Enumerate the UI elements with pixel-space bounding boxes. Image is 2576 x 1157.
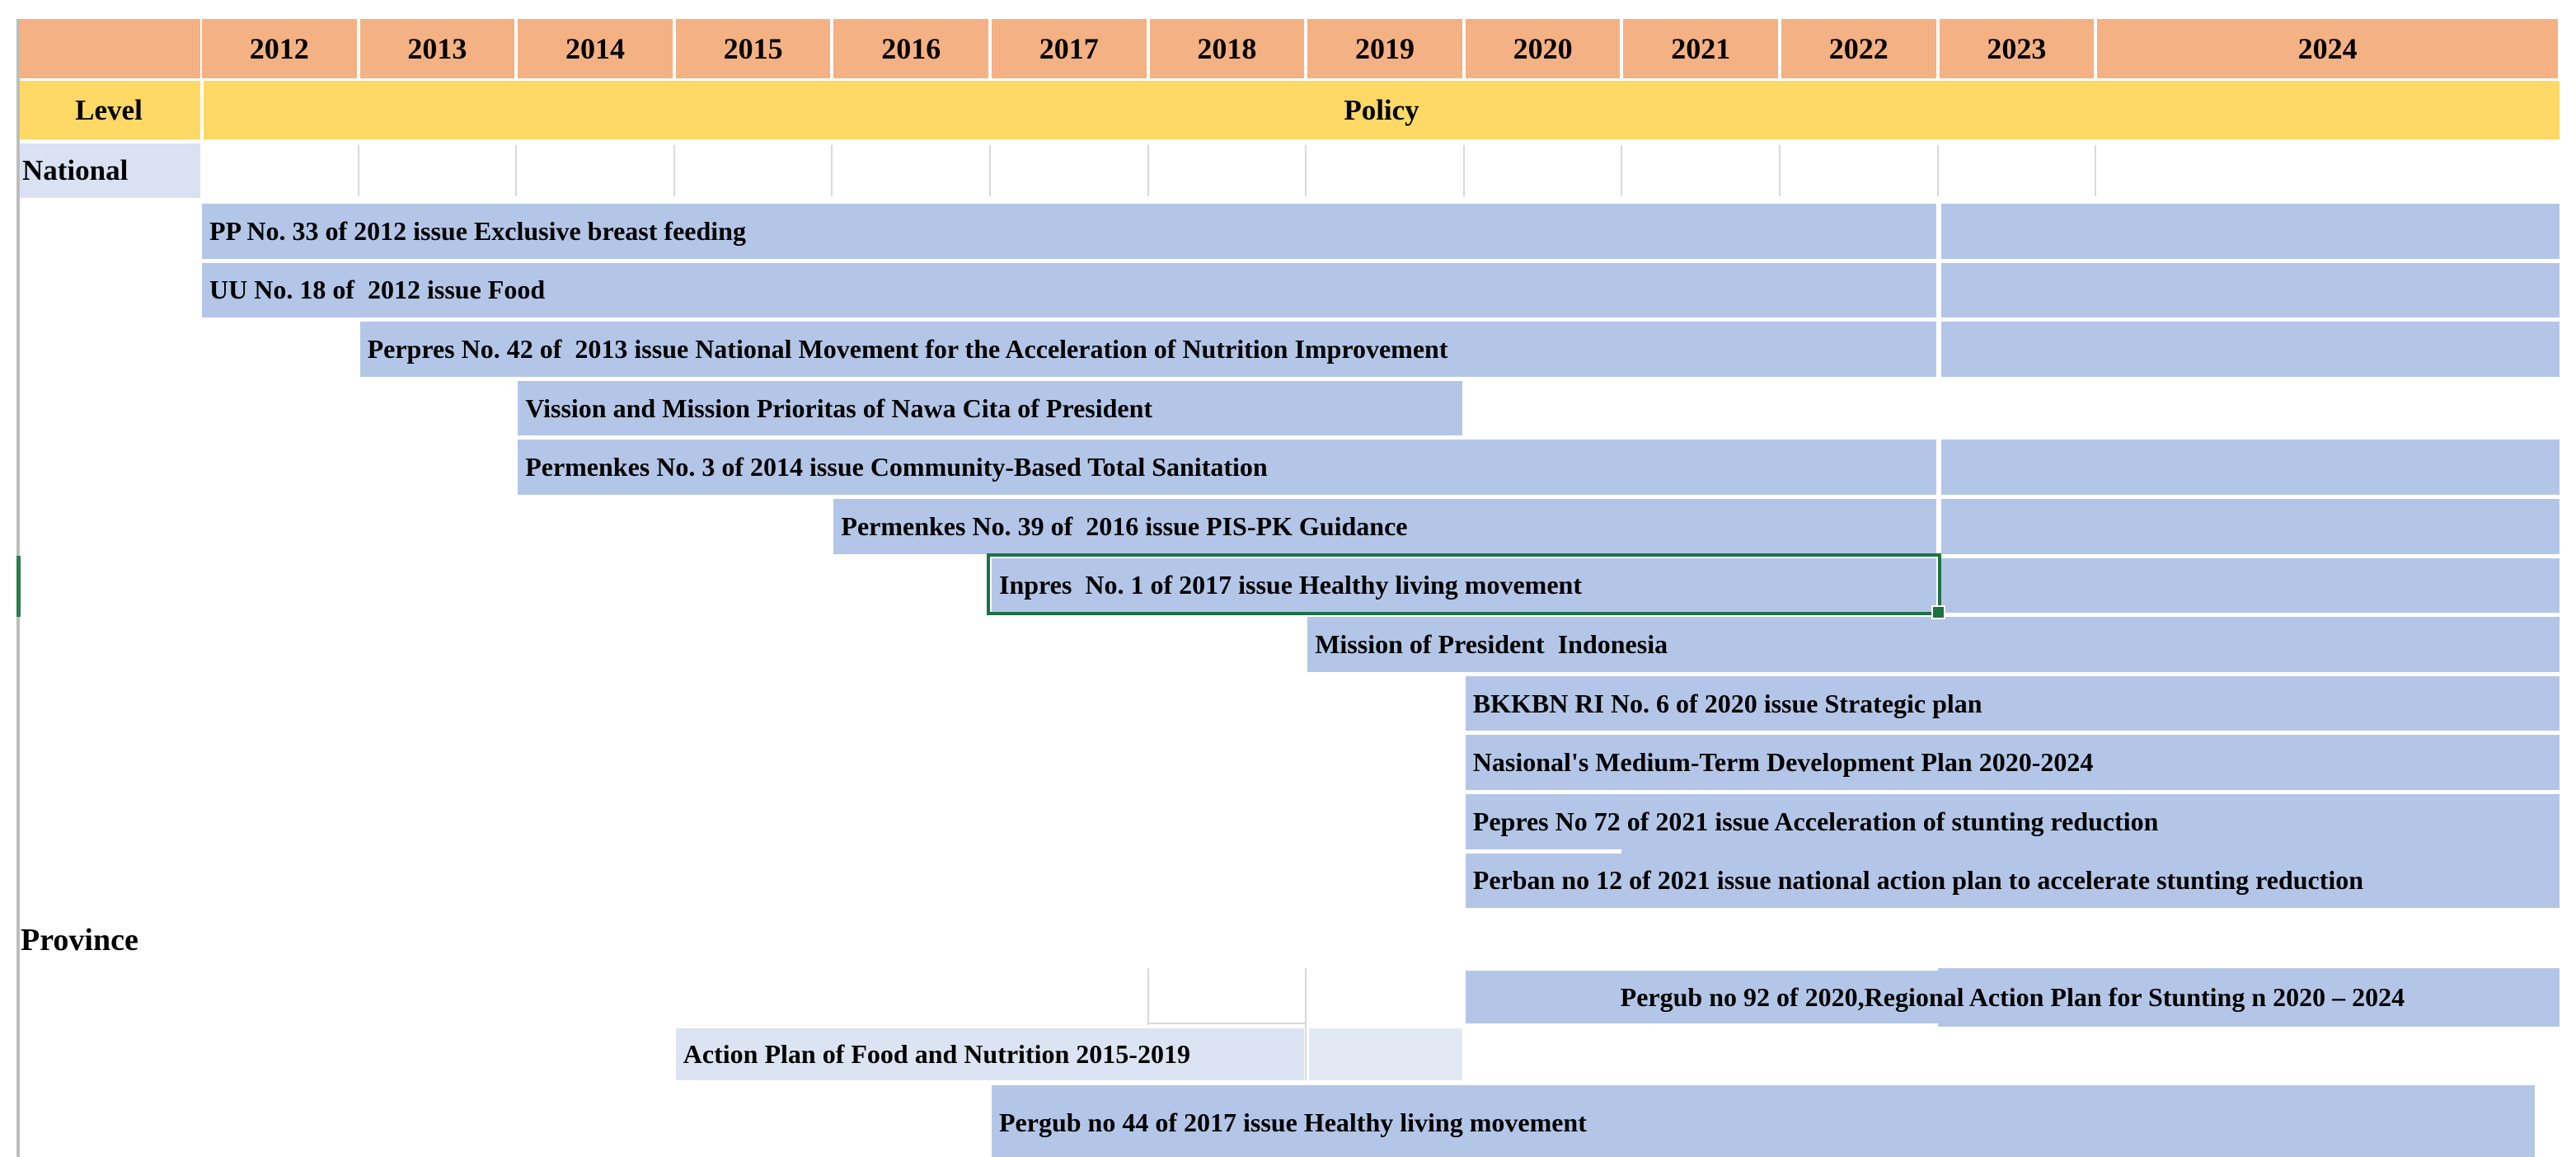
section-label-national[interactable]: National: [17, 143, 200, 198]
policy-bar-fuse: [1621, 848, 2560, 855]
policy-bar[interactable]: Pepres No 72 of 2021 issue Acceleration …: [1465, 794, 2560, 849]
selected-cell-outline[interactable]: [987, 553, 1945, 619]
policy-bar-tail[interactable]: [1940, 499, 2560, 554]
year-cell-2024[interactable]: 2024: [2097, 19, 2558, 78]
bar-label: BKKBN RI No. 6 of 2020 issue Strategic p…: [1472, 688, 1982, 718]
policy-bar-tail[interactable]: [1940, 262, 2560, 318]
policy-bar[interactable]: Perban no 12 of 2021 issue national acti…: [1465, 853, 2560, 909]
bar-label: Perban no 12 of 2021 issue national acti…: [1472, 865, 2364, 896]
year-cell-2016[interactable]: 2016: [833, 19, 988, 78]
bar-label: 2024: [2297, 32, 2358, 65]
bar-label: Perpres No. 42 of 2013 issue National Mo…: [367, 333, 1448, 364]
gridline: [2095, 145, 2097, 196]
policy-bar-segment[interactable]: [1465, 971, 1938, 1023]
policy-bar[interactable]: Permenkes No. 39 of 2016 issue PIS-PK Gu…: [833, 499, 1936, 554]
gridline: [1305, 968, 1307, 1080]
policy-bar[interactable]: Inpres No. 1 of 2017 issue Healthy livin…: [992, 557, 1936, 614]
year-cell-2019[interactable]: 2019: [1307, 19, 1462, 78]
bar-label: 2023: [1987, 32, 2047, 65]
bar-label: 2019: [1354, 32, 1415, 65]
bar-label: Pergub no 44 of 2017 issue Healthy livin…: [999, 1107, 1587, 1137]
policy-bar-tail[interactable]: [1940, 322, 2560, 377]
policy-bar-tail[interactable]: [1940, 204, 2560, 259]
national-label: National: [22, 154, 129, 186]
policy-bar[interactable]: Pergub no 92 of 2020,Regional Action Pla…: [1466, 968, 2560, 1027]
policy-bar-segment[interactable]: [1937, 968, 2560, 1027]
bar-label: 2012: [249, 32, 309, 65]
corner-header-cell[interactable]: [17, 19, 200, 78]
policy-bar[interactable]: Pergub no 44 of 2017 issue Healthy livin…: [992, 1085, 2535, 1157]
policy-header-cell[interactable]: Policy: [204, 81, 2560, 139]
gridline: [989, 145, 991, 196]
bar-label: 2017: [1039, 32, 1099, 65]
fill-handle[interactable]: [1931, 605, 1945, 619]
gridline: [1305, 145, 1307, 196]
policy-bar[interactable]: Action Plan of Food and Nutrition 2015-2…: [675, 1028, 1305, 1080]
bar-label: Permenkes No. 39 of 2016 issue PIS-PK Gu…: [841, 510, 1408, 541]
policy-bar[interactable]: Nasional's Medium-Term Development Plan …: [1465, 735, 2560, 790]
policy-bar[interactable]: Permenkes No. 3 of 2014 issue Community-…: [518, 440, 1936, 495]
gridline: [1147, 145, 1149, 196]
year-cell-2020[interactable]: 2020: [1465, 19, 1621, 78]
bar-label: PP No. 33 of 2012 issue Exclusive breast…: [209, 215, 746, 246]
gridline: [1462, 145, 1465, 196]
gridline: [831, 145, 833, 196]
bar-label: 2020: [1513, 32, 1573, 65]
gridline: [1147, 1023, 1307, 1024]
bar-label: Pergub no 92 of 2020,Regional Action Pla…: [1620, 982, 2405, 1012]
year-cell-2022[interactable]: 2022: [1781, 19, 1936, 78]
gridline: [357, 145, 359, 196]
policy-bar[interactable]: Perpres No. 42 of 2013 issue National Mo…: [359, 322, 1936, 377]
bar-label: 2018: [1197, 32, 1257, 65]
bar-label: Permenkes No. 3 of 2014 issue Community-…: [525, 452, 1268, 482]
bar-label: 2014: [565, 32, 625, 65]
level-header-label: Level: [75, 93, 143, 126]
policy-bar[interactable]: Vission and Mission Prioritas of Nawa Ci…: [518, 380, 1462, 436]
year-cell-2023[interactable]: 2023: [1939, 19, 2095, 78]
bar-label: Vission and Mission Prioritas of Nawa Ci…: [525, 393, 1153, 423]
policy-bar[interactable]: Mission of President Indonesia: [1307, 617, 2560, 672]
policy-bar-extra-cell[interactable]: [1309, 1028, 1462, 1080]
year-cell-2018[interactable]: 2018: [1149, 19, 1305, 78]
section-label-province[interactable]: Province: [17, 913, 215, 967]
level-header-cell[interactable]: Level: [17, 81, 200, 139]
policy-bar-tail[interactable]: [1940, 440, 2560, 495]
year-cell-2014[interactable]: 2014: [518, 19, 673, 78]
policy-bar-tail[interactable]: [1940, 557, 2560, 614]
gridline: [673, 145, 675, 196]
gridline: [1779, 145, 1781, 196]
gridline: [515, 145, 518, 196]
bar-label: 2016: [881, 32, 941, 65]
bar-label: UU No. 18 of 2012 issue Food: [209, 275, 546, 305]
bar-label: Inpres No. 1 of 2017 issue Healthy livin…: [999, 570, 1582, 600]
policy-bar[interactable]: UU No. 18 of 2012 issue Food: [202, 262, 1936, 318]
bar-label: Action Plan of Food and Nutrition 2015-2…: [683, 1039, 1190, 1069]
gridline: [1147, 968, 1149, 1025]
year-cell-2015[interactable]: 2015: [675, 19, 831, 78]
bar-label: 2022: [1828, 32, 1889, 65]
bar-label: Nasional's Medium-Term Development Plan …: [1472, 747, 2094, 778]
year-cell-2013[interactable]: 2013: [359, 19, 515, 78]
year-cell-2012[interactable]: 2012: [202, 19, 357, 78]
bar-label: 2013: [407, 32, 467, 65]
policy-header-label: Policy: [1344, 93, 1419, 126]
bar-label: Mission of President Indonesia: [1315, 628, 1668, 659]
gridline: [1621, 145, 1623, 196]
policy-bar[interactable]: PP No. 33 of 2012 issue Exclusive breast…: [202, 204, 1936, 259]
province-label: Province: [21, 923, 138, 957]
policy-bar[interactable]: BKKBN RI No. 6 of 2020 issue Strategic p…: [1465, 675, 2560, 731]
year-cell-2017[interactable]: 2017: [992, 19, 1147, 78]
year-cell-2021[interactable]: 2021: [1623, 19, 1778, 78]
bar-label: 2021: [1671, 32, 1731, 65]
gridline: [1936, 145, 1939, 196]
bar-label: 2015: [723, 32, 783, 65]
selected-row-indicator: [16, 556, 21, 617]
bar-label: Pepres No 72 of 2021 issue Acceleration …: [1472, 806, 2159, 836]
